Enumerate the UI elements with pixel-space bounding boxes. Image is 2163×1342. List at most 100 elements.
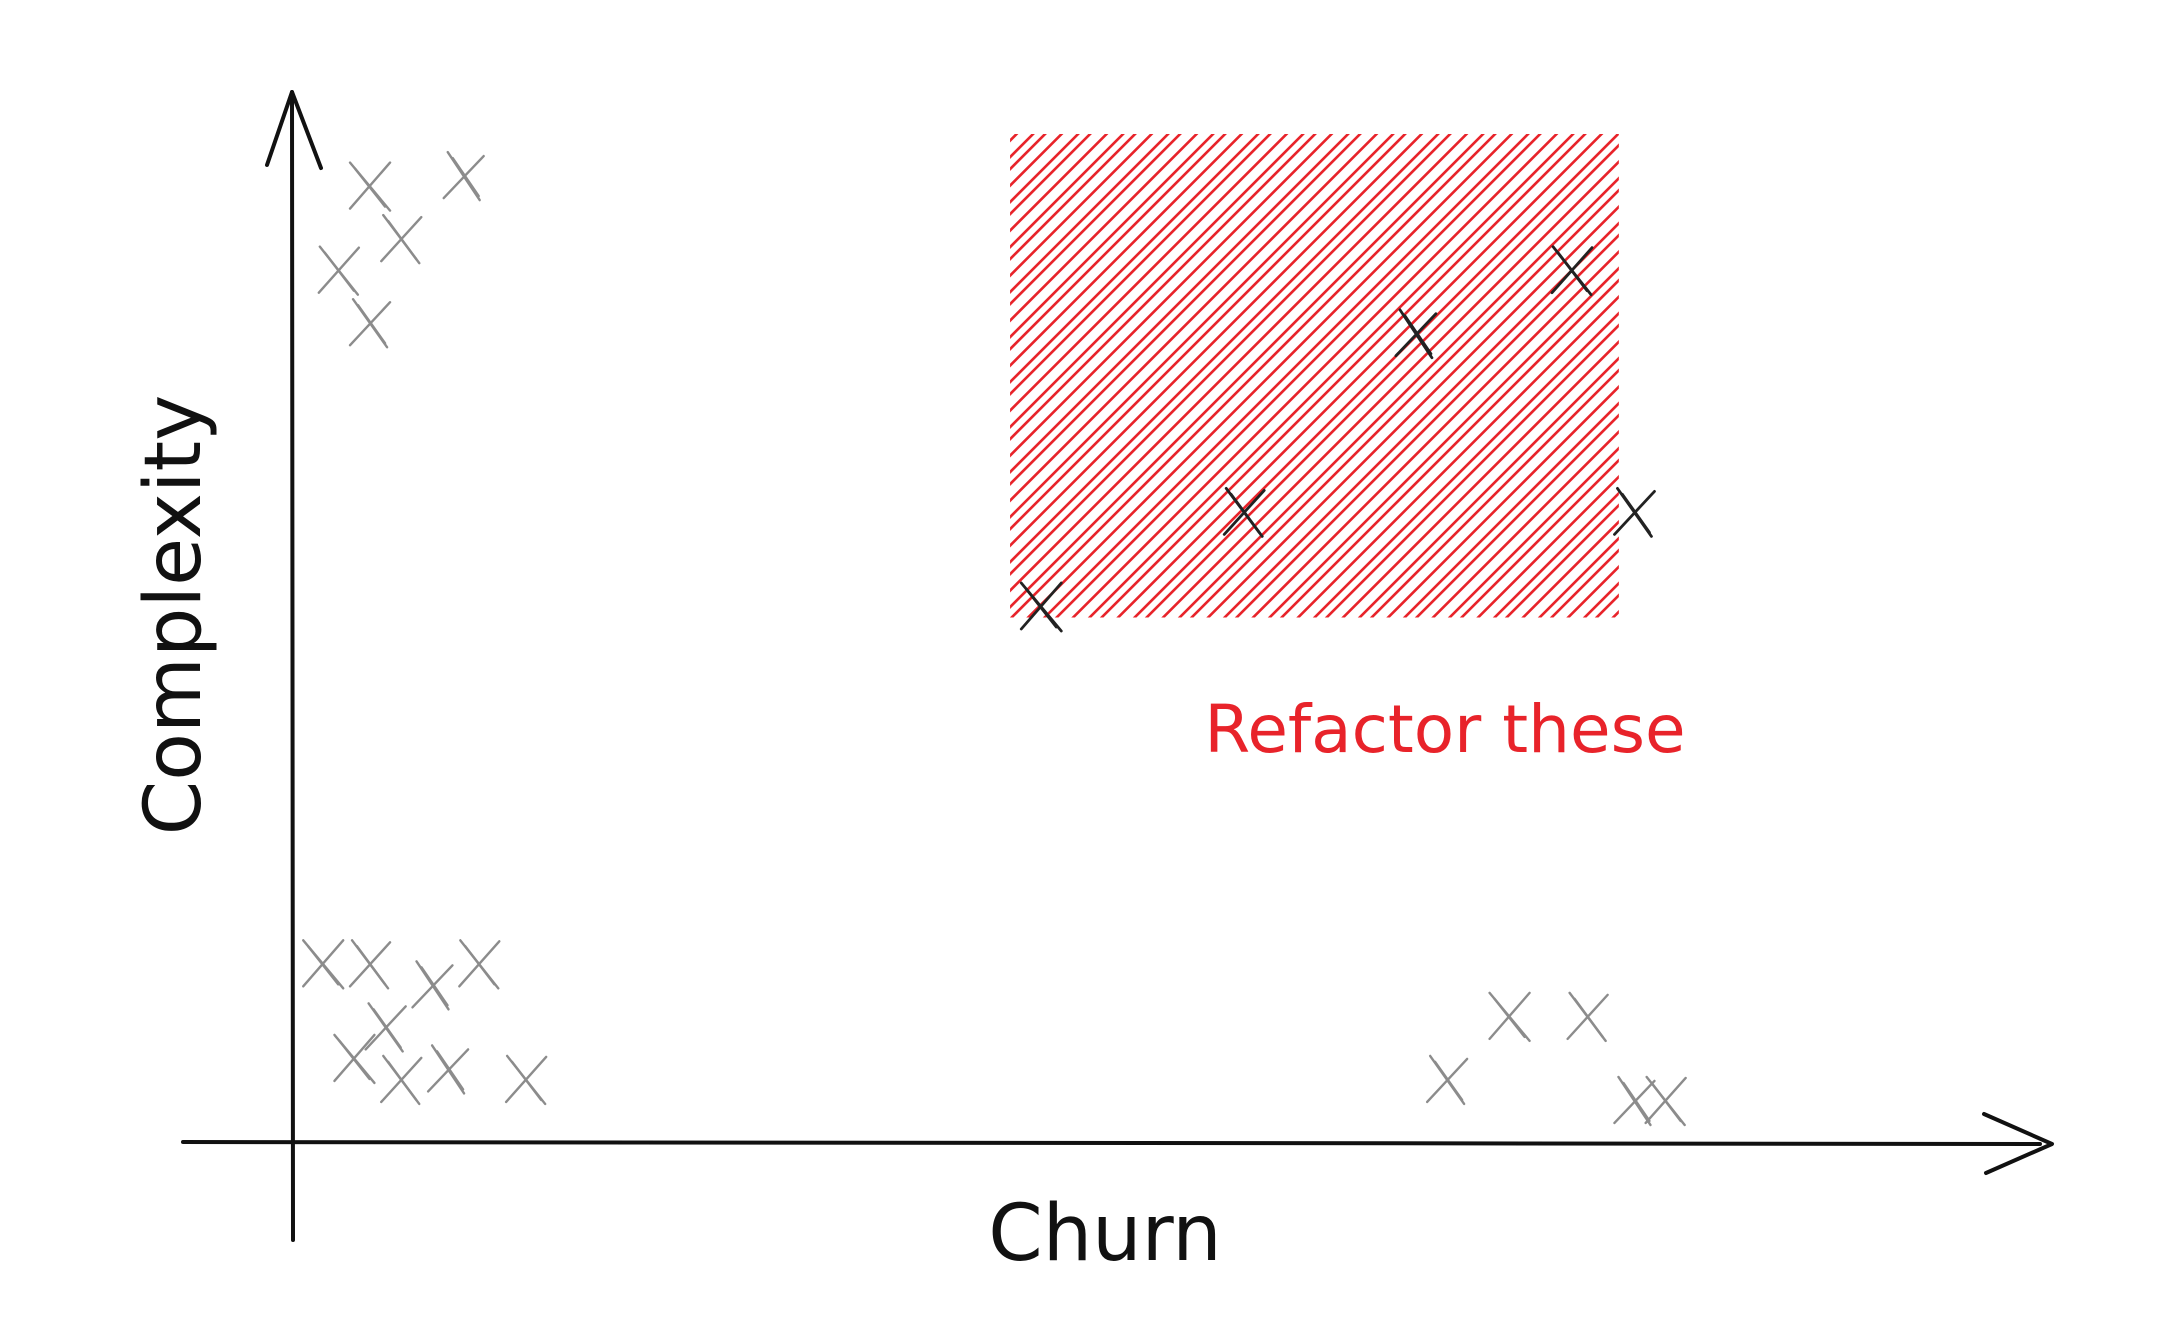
hatch-line — [1369, 368, 1619, 618]
data-point — [458, 939, 501, 990]
point-stroke — [1650, 1081, 1682, 1123]
hatch-line — [1010, 134, 1035, 159]
point-stroke — [451, 156, 480, 198]
data-point — [1566, 991, 1609, 1043]
hatch-line — [1296, 294, 1619, 618]
hatch-line — [1010, 134, 1109, 233]
point-stroke — [420, 966, 449, 1007]
point-stroke — [1556, 251, 1589, 293]
hatch-line — [1010, 134, 1215, 339]
hatch-line — [1010, 134, 1064, 188]
data-point — [348, 298, 392, 349]
hatch-line — [1341, 339, 1619, 618]
point-stroke — [1403, 314, 1433, 356]
hatch-line — [507, 124, 1010, 627]
data-points — [302, 150, 1687, 1127]
highlight-label: Refactor these — [1204, 691, 1685, 768]
hatch-line — [1010, 134, 1125, 249]
point-stroke — [435, 1050, 465, 1091]
hatch-line — [1010, 134, 1350, 474]
hatch-line — [1279, 278, 1619, 618]
hatch-line — [1010, 134, 1019, 143]
point-stroke — [338, 1039, 371, 1081]
hatch-line — [1010, 134, 1272, 396]
hatch-line — [1010, 134, 1407, 531]
x-axis-label: Churn — [988, 1189, 1221, 1279]
data-point — [411, 960, 454, 1011]
hatch-line — [1010, 134, 1424, 548]
hatch-line — [1010, 134, 1452, 576]
hatch-line — [1611, 609, 1619, 618]
hatch-line — [1312, 311, 1619, 618]
hatch-line — [1161, 159, 1619, 618]
hatch-line — [1010, 134, 1260, 384]
hatch-line — [1010, 134, 1199, 323]
hatch-line — [1010, 134, 1244, 368]
point-stroke — [353, 167, 387, 208]
data-point — [333, 1033, 376, 1085]
hatch-line — [1054, 134, 1542, 618]
point-stroke — [387, 1060, 418, 1102]
data-point — [317, 245, 361, 296]
point-stroke — [1488, 991, 1531, 1041]
hatch-line — [1521, 519, 1619, 618]
data-point — [1613, 1075, 1656, 1127]
hatch-line — [1010, 134, 1080, 204]
hatch-line — [1357, 356, 1619, 618]
hatch-line — [1234, 233, 1619, 618]
axes — [181, 90, 2054, 1242]
hatch-line — [1132, 134, 1619, 618]
hatch-line — [1144, 143, 1619, 618]
hatch-line — [1010, 134, 1305, 429]
hatch-line — [1177, 176, 1619, 618]
data-point — [302, 939, 345, 990]
y-axis-label: Complexity — [129, 395, 219, 836]
hatch-line — [1010, 134, 1362, 486]
hatch-line — [1431, 429, 1619, 618]
point-stroke — [510, 1060, 543, 1102]
point-stroke — [1433, 1060, 1464, 1102]
hatch-line — [1549, 548, 1619, 618]
refactor-highlight-region — [507, 124, 2123, 627]
hatch-line — [1414, 413, 1619, 618]
data-point — [348, 939, 392, 990]
hatch-line — [1620, 124, 2123, 627]
hatch-line — [1267, 266, 1619, 618]
hatch-line — [1010, 134, 1289, 413]
point-stroke — [356, 304, 387, 345]
hatch-line — [1010, 134, 1485, 609]
hatch-line — [1071, 134, 1559, 618]
point-stroke — [1621, 492, 1651, 534]
hatch-line — [1010, 134, 1137, 261]
y-axis-line — [289, 90, 295, 1242]
hatch-line — [1594, 593, 1619, 618]
hatch-line — [1582, 581, 1619, 618]
highlight-point — [1019, 581, 1063, 633]
data-point — [1425, 1054, 1469, 1106]
hatch-line — [1026, 134, 1514, 618]
point-stroke — [387, 219, 418, 261]
highlight-point — [1550, 245, 1594, 297]
point-stroke — [355, 945, 387, 986]
hatch-line — [1010, 134, 1469, 593]
hatch-line — [1010, 134, 1440, 564]
hatch-line — [1087, 134, 1575, 618]
data-point — [1488, 991, 1531, 1043]
point-stroke — [323, 251, 356, 292]
hatch-line — [1222, 221, 1619, 618]
point-stroke — [411, 964, 454, 1009]
hatch-line — [1537, 536, 1619, 618]
hatch-line — [1042, 134, 1530, 618]
point-stroke — [1573, 997, 1604, 1039]
data-point — [380, 1054, 423, 1106]
hatch-line — [1251, 249, 1619, 618]
hatch-line — [1010, 134, 1497, 618]
hatch-line — [1492, 491, 1619, 618]
hatch-line — [1566, 564, 1619, 618]
point-stroke — [1493, 997, 1526, 1039]
data-point — [504, 1054, 548, 1106]
point-stroke — [1024, 587, 1058, 629]
hatch-line — [1010, 134, 1395, 519]
hatch-line — [1010, 134, 1154, 278]
